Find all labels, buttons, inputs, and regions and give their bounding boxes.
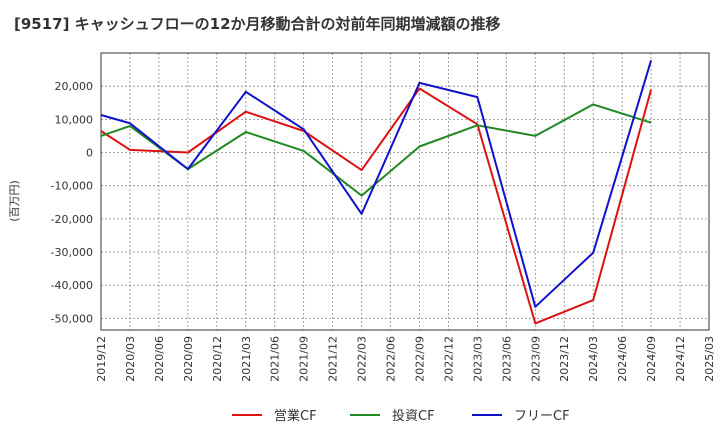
x-tick-label: 2024/12: [674, 336, 687, 382]
chart-title: [9517] キャッシュフローの12か月移動合計の対前年同期増減額の推移: [14, 15, 501, 33]
x-tick-label: 2024/06: [616, 336, 629, 382]
x-tick-label: 2020/12: [211, 336, 224, 382]
x-tick-label: 2021/06: [269, 336, 282, 382]
x-tick-label: 2022/09: [413, 336, 426, 382]
x-tick-label: 2022/12: [442, 336, 455, 382]
y-tick-label: -30,000: [51, 246, 93, 259]
y-tick-label: -50,000: [51, 312, 93, 325]
x-tick-label: 2022/03: [356, 336, 369, 382]
x-tick-label: 2023/12: [558, 336, 571, 382]
x-tick-label: 2023/09: [529, 336, 542, 382]
x-tick-label: 2021/12: [327, 336, 340, 382]
x-tick-label: 2021/09: [298, 336, 311, 382]
horizontal-gridlines: [101, 85, 709, 319]
y-tick-label: -20,000: [51, 213, 93, 226]
x-tick-label: 2025/03: [703, 336, 716, 382]
y-axis-tick-labels: -50,000 -40,000 -30,000 -20,000 -10,000 0 10,0…: [51, 80, 93, 325]
y-tick-label: 20,000: [55, 80, 94, 93]
x-tick-label: 2019/12: [95, 336, 108, 382]
x-axis-tick-labels: 2019/12 2020/03 2020/06 2020/09 2020/12 2021/…: [95, 336, 716, 382]
y-tick-label: -10,000: [51, 180, 93, 193]
series-lines: [100, 60, 653, 325]
y-axis-label: (百万円): [8, 180, 21, 222]
legend: 営業CF 投資CF フリーCF: [232, 408, 570, 424]
plot-border: [100, 52, 710, 331]
y-tick-label: 10,000: [55, 113, 94, 126]
x-tick-label: 2022/06: [385, 336, 398, 382]
x-tick-label: 2024/03: [587, 336, 600, 382]
x-tick-label: 2023/06: [500, 336, 513, 382]
x-tick-label: 2020/09: [182, 336, 195, 382]
series-line: [100, 60, 653, 308]
legend-label: 営業CF: [274, 408, 317, 424]
x-tick-label: 2021/03: [240, 336, 253, 382]
y-tick-label: -40,000: [51, 279, 93, 292]
legend-label: 投資CF: [392, 408, 435, 424]
x-tick-label: 2023/03: [471, 336, 484, 382]
x-tick-label: 2024/09: [645, 336, 658, 382]
x-tick-label: 2020/03: [124, 336, 137, 382]
x-tick-label: 2020/06: [153, 336, 166, 382]
plot-background: [101, 53, 709, 330]
y-tick-label: 0: [86, 147, 93, 160]
legend-label: フリーCF: [514, 409, 570, 424]
series-line: [100, 87, 653, 325]
